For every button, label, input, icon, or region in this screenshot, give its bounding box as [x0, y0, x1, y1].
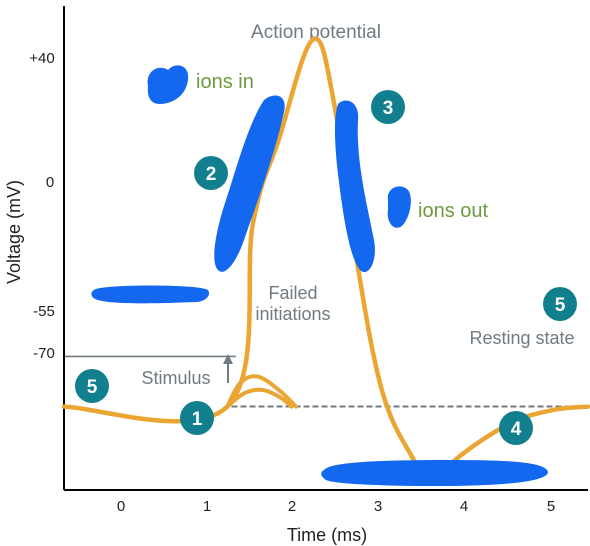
redaction-scribble [147, 65, 189, 104]
failed-initiation-curve [225, 387, 294, 409]
x-axis-title: Time (ms) [287, 525, 367, 545]
failed-initiation-curve [225, 374, 298, 409]
redaction-marks [91, 65, 548, 486]
phase-badge: 2 [194, 156, 228, 190]
x-tick-label: 5 [547, 498, 555, 515]
y-tick-label: +40 [29, 50, 54, 67]
x-tick-label: 0 [117, 498, 125, 515]
failed-initiations-label-line1: Failed [268, 283, 317, 303]
redaction-scribble [91, 285, 210, 304]
x-tick-label: 2 [288, 498, 296, 515]
phase-badge: 5 [543, 287, 577, 321]
x-tick-label: 3 [374, 498, 382, 515]
resting-state-label: Resting state [469, 328, 574, 348]
failed-initiations-label-line2: initiations [255, 304, 330, 324]
y-tick-label: 0 [46, 174, 54, 191]
stimulus-arrow-head [223, 354, 233, 364]
ions-out-label: ions out [418, 200, 488, 222]
phase-badge-number: 3 [383, 98, 394, 119]
phase-badge-number: 2 [206, 164, 217, 185]
y-tick-label: -55 [33, 303, 55, 320]
y-axis-title: Voltage (mV) [4, 180, 24, 284]
redaction-scribble [214, 95, 285, 272]
phase-badge-number: 5 [87, 377, 98, 398]
phase-badge-number: 1 [192, 409, 203, 430]
x-tick-label: 4 [460, 498, 468, 515]
chart-title: Action potential [251, 22, 381, 43]
phase-badge: 4 [499, 411, 533, 445]
ions-in-label: ions in [196, 71, 254, 93]
phase-badge-number: 4 [511, 419, 522, 440]
x-tick-label: 1 [203, 498, 211, 515]
redaction-scribble [334, 100, 375, 273]
stimulus-label: Stimulus [141, 368, 210, 388]
phase-badge: 5 [75, 369, 109, 403]
phase-badge: 1 [180, 401, 214, 435]
redaction-scribble [387, 186, 411, 228]
y-tick-label: -70 [33, 345, 55, 362]
phase-badge-number: 5 [555, 295, 566, 316]
redaction-scribble [321, 460, 548, 486]
phase-badge: 3 [371, 90, 405, 124]
